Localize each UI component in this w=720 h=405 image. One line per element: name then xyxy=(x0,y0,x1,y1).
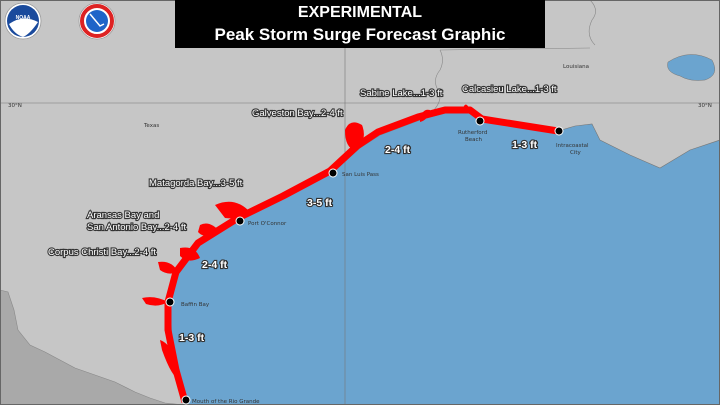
lat-label-left: 30°N xyxy=(8,103,22,109)
dot-san-luis-pass[interactable] xyxy=(328,168,338,178)
place-port-oconnor: Port O'Connor xyxy=(248,221,287,227)
label-corpus-christi-bay: Corpus Christi Bay...2-4 ft xyxy=(48,247,156,258)
dot-port-oconnor[interactable] xyxy=(235,216,245,226)
noaa-logo: NOAA xyxy=(4,2,42,40)
state-texas: Texas xyxy=(143,123,159,129)
state-louisiana: Louisiana xyxy=(563,64,589,70)
dot-intracoastal-city[interactable] xyxy=(554,126,564,136)
title-experimental: EXPERIMENTAL xyxy=(297,4,423,21)
sabine-river xyxy=(431,49,443,113)
range-upper-tx: 2-4 ft xyxy=(385,144,411,156)
dot-rutherford-beach[interactable] xyxy=(475,116,485,126)
breakpoint-dots xyxy=(165,116,564,405)
range-lower-tx: 1-3 ft xyxy=(179,332,205,344)
dot-baffin-bay[interactable] xyxy=(165,297,175,307)
range-corpus: 2-4 ft xyxy=(202,259,228,271)
label-calcasieu-lake: Calcasieu Lake...1-3 ft xyxy=(462,84,557,95)
dot-rio-grande[interactable] xyxy=(181,395,191,405)
svg-text:NOAA: NOAA xyxy=(16,15,31,21)
place-intracoastal-2: City xyxy=(570,150,582,156)
label-aransas-bay-1: Aransas Bay and xyxy=(87,210,159,221)
label-galveston-bay: Galveston Bay...2-4 ft xyxy=(252,108,343,119)
label-matagorda-bay: Matagorda Bay...3-5 ft xyxy=(149,178,243,189)
title-box: EXPERIMENTAL Peak Storm Surge Forecast G… xyxy=(175,0,545,48)
place-rutherford-2: Beach xyxy=(465,137,483,143)
place-baffin-bay: Baffin Bay xyxy=(181,302,210,308)
surge-bays xyxy=(142,104,470,380)
range-louisiana: 1-3 ft xyxy=(512,139,538,151)
lake-pontchartrain xyxy=(667,54,716,81)
title-main: Peak Storm Surge Forecast Graphic xyxy=(214,25,506,44)
place-rutherford-1: Rutherford xyxy=(458,130,487,136)
state-border-la xyxy=(439,0,596,51)
place-intracoastal-1: Intracoastal xyxy=(556,143,589,149)
lat-label-right: 30°N xyxy=(698,103,712,109)
place-rio-grande: Mouth of the Rio Grande xyxy=(192,399,260,405)
range-matagorda: 3-5 ft xyxy=(307,197,333,209)
label-sabine-lake: Sabine Lake...1-3 ft xyxy=(360,88,443,99)
nws-logo xyxy=(78,2,116,40)
label-aransas-bay-2: San Antonio Bay...2-4 ft xyxy=(87,222,186,233)
place-san-luis-pass: San Luis Pass xyxy=(342,172,379,178)
